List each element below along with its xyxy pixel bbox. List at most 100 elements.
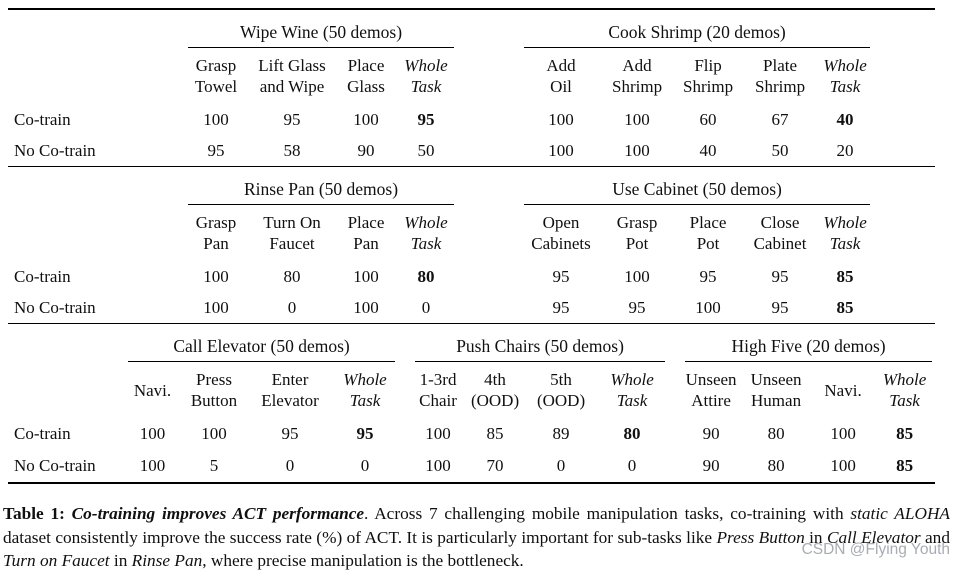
col-header: 4th (OOD) (470, 370, 520, 410)
spacer (668, 450, 682, 483)
cell: 100 (203, 266, 229, 286)
col-header-whole-task: Whole Task (343, 370, 387, 410)
section-title-wipe-wine: Wipe Wine (50 demos) (188, 22, 455, 48)
cell: 58 (283, 140, 301, 160)
col-header: Unseen Human (750, 370, 802, 410)
col-header: Place Glass (347, 56, 385, 96)
spacer (457, 205, 521, 261)
row-label-cotrain: Co-train (14, 109, 71, 129)
row-label-no-cotrain: No Co-train (14, 140, 96, 160)
spacer (668, 362, 682, 418)
col-header: Open Cabinets (531, 213, 591, 253)
cell: 70 (486, 456, 504, 475)
spacer (873, 48, 935, 104)
row-label-no-cotrain: No Co-train (14, 456, 96, 475)
spacer (668, 324, 682, 363)
col-header: Lift Glass and Wipe (258, 56, 326, 96)
cell: 90 (702, 424, 720, 443)
cell: 100 (139, 456, 166, 475)
table-group-wipe-wine-cook-shrimp: Wipe Wine (50 demos) Cook Shrimp (20 dem… (8, 8, 936, 166)
cell: 20 (836, 140, 854, 160)
cell: 100 (425, 456, 451, 475)
cell: 100 (830, 456, 856, 475)
cell: 95 (552, 266, 570, 286)
cell: 100 (201, 424, 227, 443)
cell: 100 (624, 266, 650, 286)
spacer (398, 450, 412, 483)
cell: 100 (203, 297, 229, 317)
table-group-elevator-chairs-highfive: Call Elevator (50 demos) Push Chairs (50… (8, 323, 936, 484)
spacer (873, 167, 935, 206)
spacer (668, 418, 682, 450)
cell: 100 (695, 297, 721, 317)
spacer (457, 9, 521, 48)
csdn-watermark: CSDN @Flying Youth (801, 541, 950, 558)
cell: 5 (209, 456, 219, 475)
spacer (873, 292, 935, 323)
cell: 85 (836, 266, 854, 286)
col-header-whole-task: Whole Task (404, 56, 448, 96)
col-header: Turn On Faucet (263, 213, 321, 253)
cell: 100 (425, 424, 451, 443)
results-table: Wipe Wine (50 demos) Cook Shrimp (20 dem… (8, 8, 936, 484)
row-label-no-cotrain: No Co-train (14, 297, 96, 317)
cell: 50 (417, 140, 435, 160)
col-header: Close Cabinet (753, 213, 807, 253)
spacer (457, 292, 521, 323)
spacer (398, 362, 412, 418)
col-header: Press Button (190, 370, 238, 410)
cell: 85 (896, 424, 914, 443)
section-title-high-five: High Five (20 demos) (685, 336, 933, 362)
col-header-whole-task: Whole Task (823, 213, 867, 253)
cell: 0 (556, 456, 566, 475)
cell: 95 (283, 109, 301, 129)
col-header: 1-3rd Chair (419, 370, 457, 410)
table-group-rinse-pan-use-cabinet: Rinse Pan (50 demos) Use Cabinet (50 dem… (8, 166, 936, 323)
spacer (457, 261, 521, 292)
cell: 95 (628, 297, 646, 317)
cell: 0 (421, 297, 431, 317)
cell: 95 (281, 424, 299, 443)
cell: 0 (627, 456, 637, 475)
col-header: Grasp Towel (194, 56, 238, 96)
row-label-cotrain: Co-train (14, 424, 71, 443)
cell: 100 (353, 266, 379, 286)
spacer (873, 205, 935, 261)
spacer (398, 324, 412, 363)
spacer (457, 104, 521, 135)
spacer (873, 261, 935, 292)
spacer (457, 167, 521, 206)
cell: 80 (767, 424, 785, 443)
cell: 100 (139, 424, 166, 443)
col-header: Grasp Pan (195, 213, 237, 253)
cell: 100 (203, 109, 229, 129)
cell: 95 (699, 266, 717, 286)
cell: 80 (767, 456, 785, 475)
cell: 40 (699, 140, 717, 160)
cell: 67 (771, 109, 789, 129)
section-title-call-elevator: Call Elevator (50 demos) (128, 336, 396, 362)
cell: 95 (356, 424, 374, 443)
section-title-rinse-pan: Rinse Pan (50 demos) (188, 179, 455, 205)
col-header: Flip Shrimp (683, 56, 734, 96)
cell: 100 (624, 109, 650, 129)
table-caption: Table 1: Co-training improves ACT perfor… (3, 504, 950, 570)
cell: 100 (548, 109, 574, 129)
spacer (398, 418, 412, 450)
cell: 85 (836, 297, 854, 317)
cell: 100 (353, 297, 379, 317)
col-header: Place Pot (689, 213, 727, 253)
cell: 0 (285, 456, 295, 475)
spacer (457, 135, 521, 166)
cell: 100 (830, 424, 856, 443)
spacer (457, 48, 521, 104)
col-header-whole-task: Whole Task (882, 370, 927, 410)
spacer (873, 135, 935, 166)
cell: 90 (702, 456, 720, 475)
spacer (873, 104, 935, 135)
col-header: Add Oil (546, 56, 576, 96)
col-header-whole-task: Whole Task (823, 56, 867, 96)
caption-label: Table 1: (3, 504, 72, 523)
cell: 90 (357, 140, 375, 160)
cell: 95 (552, 297, 570, 317)
